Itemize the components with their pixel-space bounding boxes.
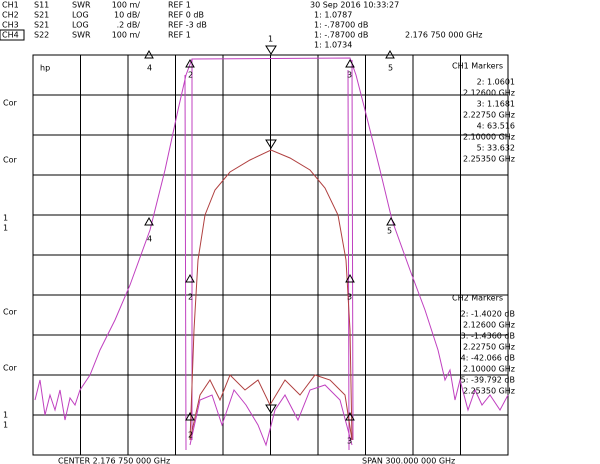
left-label: 1 xyxy=(3,421,8,430)
markers xyxy=(144,45,396,421)
marker-line: 2: -1.4020 dB xyxy=(461,310,515,319)
marker-line: 2: 1.0601 xyxy=(477,78,515,87)
marker-num: 1 xyxy=(268,35,273,44)
channel-format: SWR xyxy=(72,1,91,10)
marker-numbers: 1 4 5 2 3 4 5 2 3 2 3 xyxy=(147,35,393,446)
marker-line: 2.10000 GHz xyxy=(463,133,515,142)
marker-line: 3: -1.4360 dB xyxy=(461,332,515,341)
marker-line: 2.10000 GHz xyxy=(463,365,515,374)
footer-center: CENTER 2.176 750 000 GHz xyxy=(58,457,170,464)
channel-param: S11 xyxy=(34,1,49,10)
marker-triangles xyxy=(144,45,396,421)
left-label: hp xyxy=(40,64,50,73)
footer-span: SPAN 300.000 000 GHz xyxy=(362,457,455,464)
marker-num: 3 xyxy=(347,293,352,302)
marker-line: 2.12600 GHz xyxy=(463,89,515,98)
marker-line: 4: 63.516 xyxy=(477,122,515,131)
marker-line: 2.25350 GHz xyxy=(463,155,515,164)
channel-scale: 100 m/ xyxy=(112,31,141,40)
channel-param: S21 xyxy=(34,11,49,20)
marker-num: 5 xyxy=(388,64,393,73)
marker-num: 5 xyxy=(387,227,392,236)
left-label: Cor xyxy=(3,99,17,108)
channel-ref: REF 1 xyxy=(168,1,191,10)
traces xyxy=(34,57,509,451)
channel-param: S22 xyxy=(34,31,49,40)
panel-title: CH1 Markers xyxy=(452,62,503,71)
marker-num: 2 xyxy=(188,71,193,80)
channel-id: CH4 xyxy=(2,31,19,40)
s11-ripple xyxy=(189,374,353,441)
channel-id: CH3 xyxy=(2,21,19,30)
channel-scale: 10 dB/ xyxy=(114,11,140,20)
marker-line: 3: 1.1681 xyxy=(477,100,515,109)
channel-format: LOG xyxy=(72,11,89,20)
marker-num: 4 xyxy=(147,235,152,244)
channel-ref: REF 0 dB xyxy=(168,11,204,20)
channel-format: SWR xyxy=(72,31,91,40)
left-label: Cor xyxy=(3,308,17,317)
readout-frequency: 2.176 750 000 GHz xyxy=(405,31,482,40)
marker-line: 2.22750 GHz xyxy=(463,343,515,352)
marker-num: 4 xyxy=(147,64,152,73)
s21-trace xyxy=(189,149,353,441)
marker-num: 2 xyxy=(188,293,193,302)
channel-ref: REF 1 xyxy=(168,31,191,40)
marker-line: 2.25350 GHz xyxy=(463,387,515,396)
s11-trace xyxy=(34,57,509,421)
panel-title: CH2 Markers xyxy=(452,294,503,303)
left-label: 1 xyxy=(3,214,8,223)
timestamp: 30 Sep 2016 10:33:27 xyxy=(310,1,399,10)
marker-line: 5: -39.792 dB xyxy=(461,376,515,385)
left-label: 1 xyxy=(3,411,8,420)
readout: 1: -.78700 dB xyxy=(314,31,368,40)
marker-num: 3 xyxy=(347,437,352,446)
s11-edge xyxy=(184,59,354,451)
channel-scale: .2 dB/ xyxy=(117,21,141,30)
marker-num: 3 xyxy=(347,71,352,80)
channel-param: S21 xyxy=(34,21,49,30)
readout: 1: 1.0787 xyxy=(314,11,352,20)
marker-line: 4: -42.066 dB xyxy=(461,354,515,363)
channel-scale: 100 m/ xyxy=(112,1,141,10)
channel-id: CH2 xyxy=(2,11,19,20)
s22-ripple xyxy=(189,384,353,447)
readout: 1: 1.0734 xyxy=(314,41,352,50)
marker-line: 2.12600 GHz xyxy=(463,321,515,330)
readout: 1: -.78700 dB xyxy=(314,21,368,30)
left-label: Cor xyxy=(3,156,17,165)
active-channel-box xyxy=(0,29,25,41)
channel-ref: REF -3 dB xyxy=(168,21,207,30)
channel-format: LOG xyxy=(72,21,89,30)
marker-num: 2 xyxy=(188,431,193,440)
left-label: Cor xyxy=(3,364,17,373)
marker-line: 2.22750 GHz xyxy=(463,111,515,120)
grid xyxy=(32,54,509,456)
marker-line: 5: 33.632 xyxy=(477,144,515,153)
left-label: 1 xyxy=(3,224,8,233)
channel-id: CH1 xyxy=(2,1,19,10)
